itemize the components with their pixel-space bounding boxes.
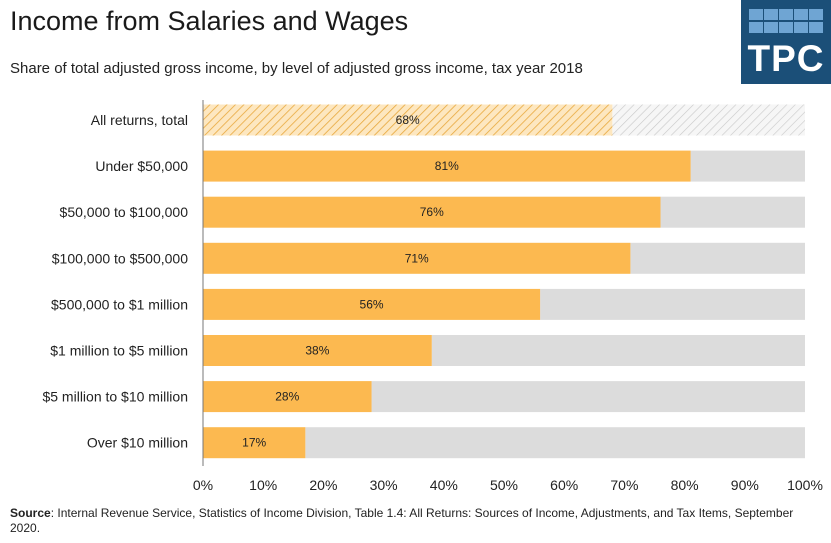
- logo-square: [764, 22, 778, 33]
- bar: [203, 196, 661, 228]
- bar-chart: 68% All returns, total 81% Under $50,000 76%…: [42, 100, 823, 493]
- chart-title: Income from Salaries and Wages: [10, 6, 409, 36]
- logo-square: [749, 9, 763, 20]
- source-note: Source: Internal Revenue Service, Statis…: [10, 506, 825, 536]
- bar-remainder: [371, 381, 805, 413]
- data-label: 71%: [405, 251, 429, 265]
- bar-remainder: [431, 335, 805, 366]
- logo-text: TPC: [747, 38, 825, 79]
- category-label: $5 million to $10 million: [42, 389, 188, 405]
- bar-remainder: [690, 150, 805, 182]
- logo-square: [794, 9, 808, 20]
- logo-square: [794, 22, 808, 33]
- x-tick-label: 40%: [430, 477, 458, 493]
- data-label: 17%: [242, 436, 266, 450]
- x-tick-label: 50%: [490, 477, 518, 493]
- bar: [203, 242, 631, 274]
- x-tick-label: 20%: [309, 477, 337, 493]
- data-label: 28%: [275, 390, 299, 404]
- bar-remainder: [630, 242, 805, 274]
- logo-square: [779, 22, 793, 33]
- x-tick-label: 30%: [370, 477, 398, 493]
- category-label: $1 million to $5 million: [50, 343, 188, 359]
- x-tick-label: 10%: [249, 477, 277, 493]
- tpc-logo: TPC: [741, 0, 831, 84]
- x-tick-label: 90%: [731, 477, 759, 493]
- bar: [203, 381, 372, 413]
- category-label: Under $50,000: [95, 158, 188, 174]
- bar: [203, 335, 432, 366]
- bar: [203, 288, 541, 320]
- x-tick-label: 70%: [610, 477, 638, 493]
- bar-remainder: [660, 196, 805, 228]
- bar-remainder: [612, 104, 805, 136]
- logo-grid-icon: [749, 9, 823, 37]
- bar-remainder: [540, 288, 805, 320]
- x-tick-label: 60%: [550, 477, 578, 493]
- logo-square: [764, 9, 778, 20]
- data-label: 76%: [420, 205, 444, 219]
- x-tick-label: 0%: [193, 477, 213, 493]
- bar: [203, 427, 306, 459]
- logo-square: [749, 22, 763, 33]
- data-label: 81%: [435, 159, 459, 173]
- category-label: Over $10 million: [87, 435, 188, 451]
- data-label: 68%: [396, 113, 420, 127]
- category-label: All returns, total: [91, 112, 188, 128]
- bar: [203, 150, 691, 182]
- data-label: 56%: [360, 297, 384, 311]
- category-label: $100,000 to $500,000: [52, 250, 188, 266]
- logo-square: [809, 9, 823, 20]
- x-tick-label: 80%: [671, 477, 699, 493]
- category-label: $500,000 to $1 million: [51, 296, 188, 312]
- source-text: : Internal Revenue Service, Statistics o…: [10, 506, 794, 535]
- source-label: Source: [10, 506, 51, 520]
- data-label: 38%: [305, 344, 329, 358]
- logo-square: [809, 22, 823, 33]
- bar-remainder: [305, 427, 805, 459]
- chart-subtitle: Share of total adjusted gross income, by…: [10, 60, 583, 77]
- category-label: $50,000 to $100,000: [60, 204, 189, 220]
- x-tick-label: 100%: [787, 477, 823, 493]
- logo-square: [779, 9, 793, 20]
- bar: [203, 104, 613, 136]
